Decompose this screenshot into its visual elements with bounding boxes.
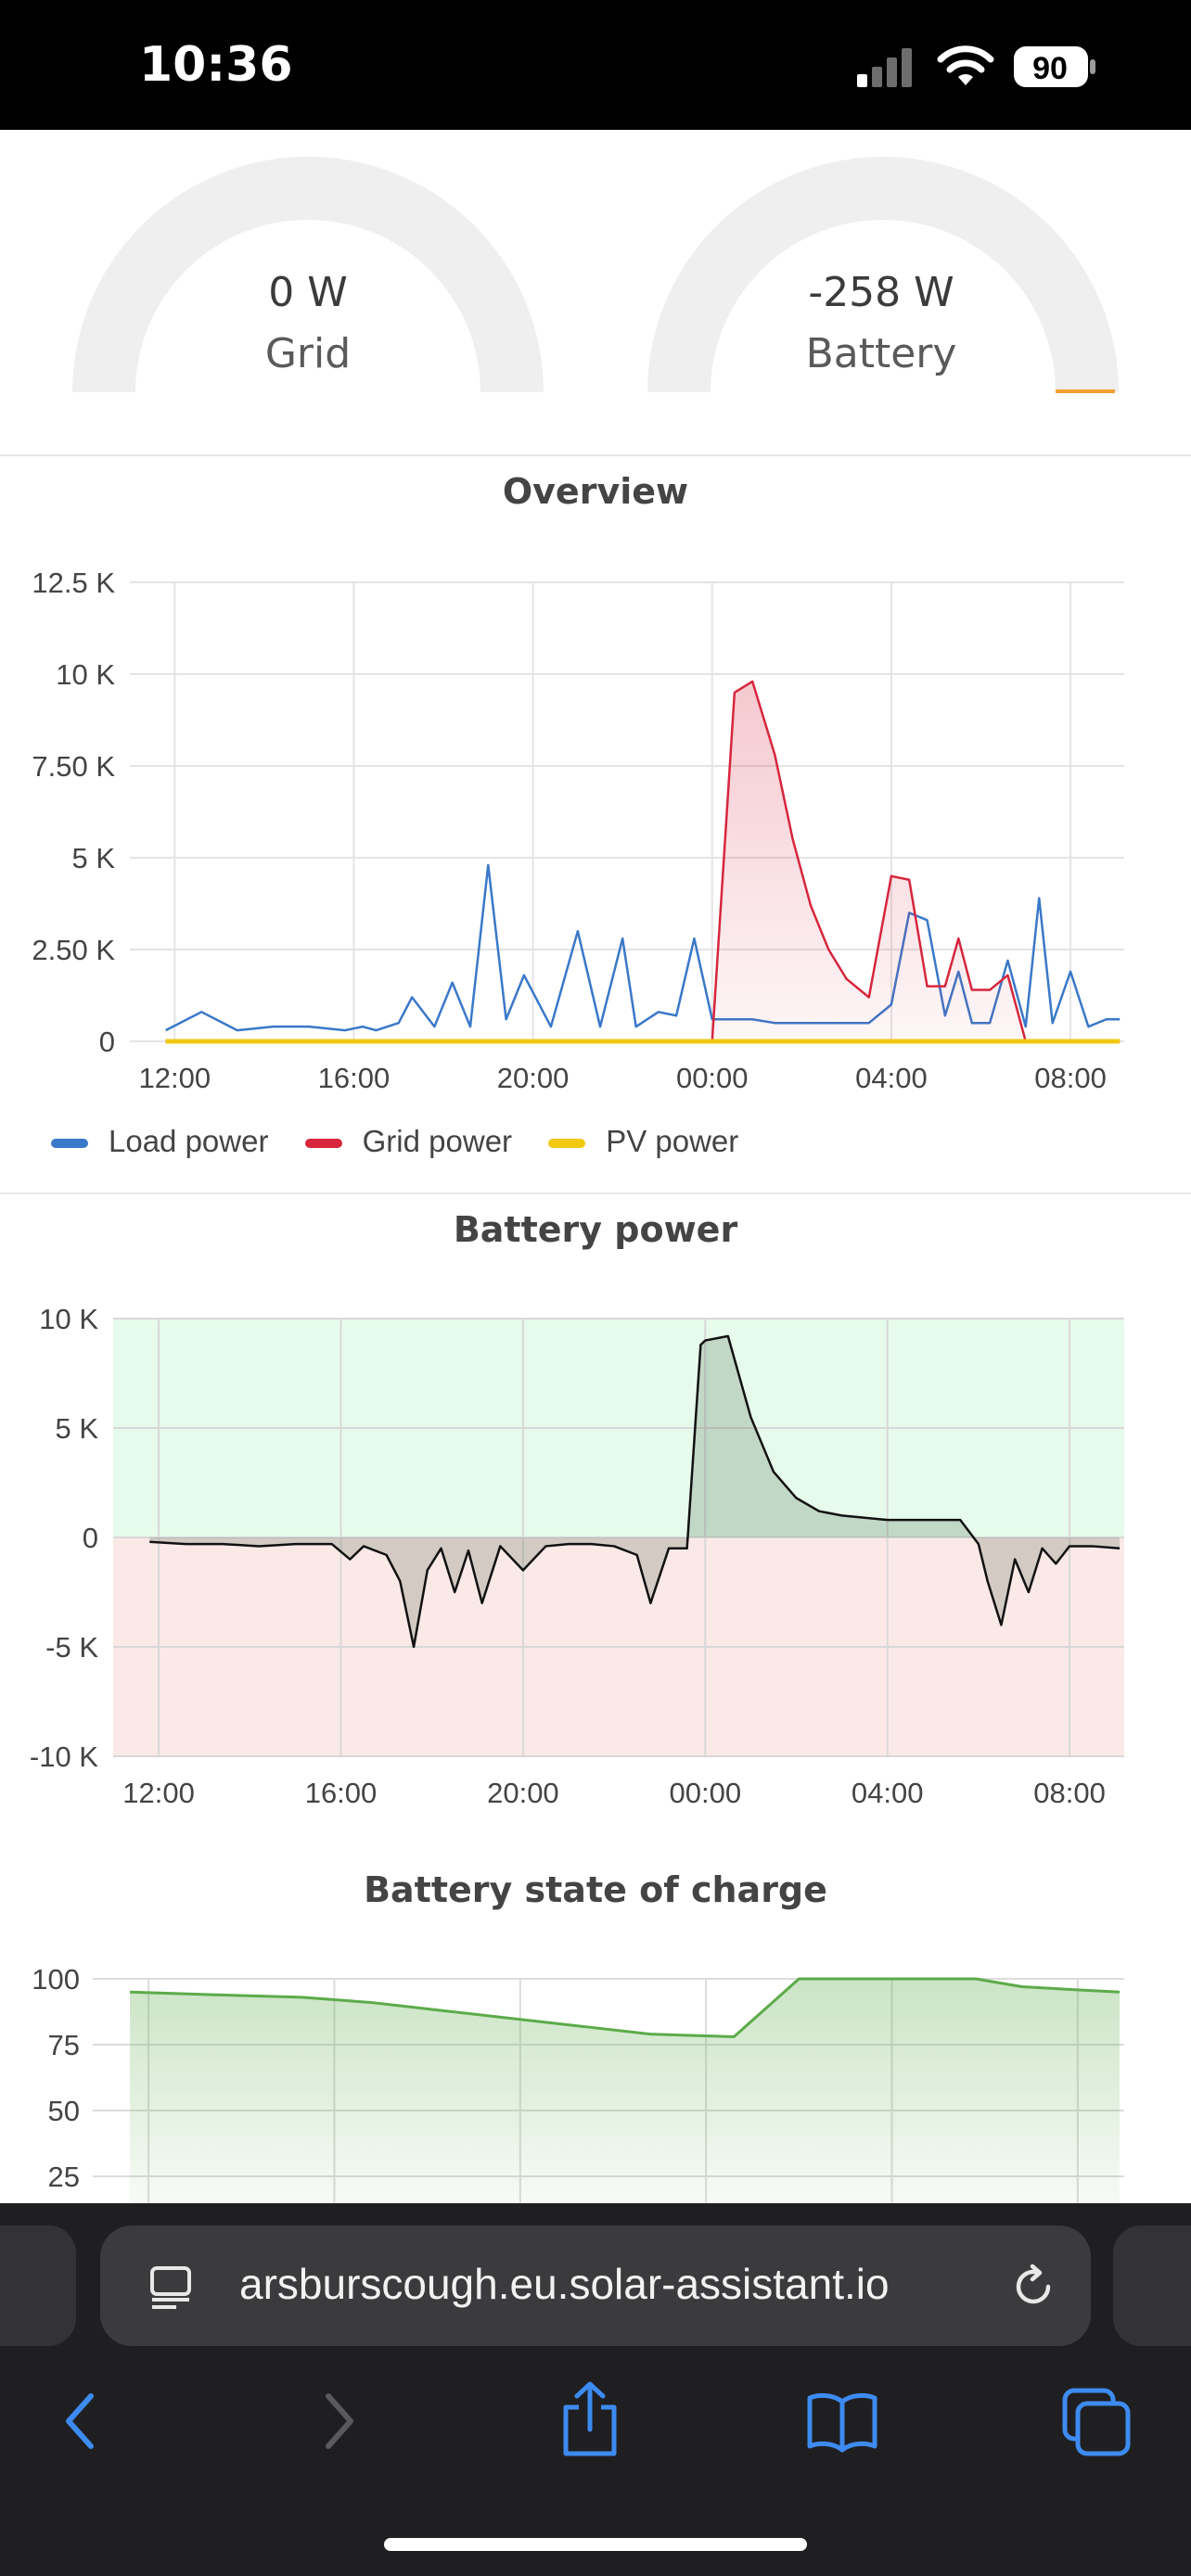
x-tick-label: 08:00 bbox=[1033, 1777, 1106, 1809]
battery-power-title: Battery power bbox=[453, 1209, 738, 1250]
battery-soc-chart: 100 75 50 25 bbox=[32, 1963, 1124, 2203]
battery-icon: 90 bbox=[1014, 46, 1095, 87]
y-tick-label: 25 bbox=[48, 2161, 80, 2193]
grid-power-line bbox=[165, 680, 1121, 1043]
x-tick-label: 08:00 bbox=[1034, 1062, 1107, 1094]
legend-swatch-pv bbox=[548, 1139, 586, 1149]
y-tick-label: 75 bbox=[48, 2029, 80, 2061]
battery-gauge-label: Battery bbox=[805, 330, 957, 377]
wifi-icon bbox=[937, 45, 994, 85]
divider bbox=[0, 1192, 1191, 1194]
gauges-area bbox=[72, 157, 1119, 393]
legend-swatch-load bbox=[51, 1139, 88, 1149]
battery-soc-title: Battery state of charge bbox=[364, 1869, 827, 1910]
divider bbox=[0, 454, 1191, 456]
x-tick-label: 12:00 bbox=[138, 1062, 211, 1094]
overview-chart: 0 2.50 K 5 K 7.50 K 10 K 12.5 K 12:00 16:00 20:0… bbox=[32, 567, 1124, 1094]
signal-icon bbox=[857, 48, 912, 87]
legend-swatch-grid bbox=[304, 1139, 342, 1149]
grid-power-area bbox=[165, 681, 1121, 1041]
reload-icon[interactable] bbox=[1009, 2263, 1057, 2311]
overview-legend: Load power Grid power PV power bbox=[51, 1124, 766, 1159]
y-tick-label: 10 K bbox=[56, 658, 115, 691]
legend-label: Load power bbox=[109, 1124, 269, 1158]
bookmarks-icon[interactable] bbox=[805, 2389, 879, 2454]
browser-bar: arsburscough.eu.solar-assistant.io bbox=[0, 2203, 1191, 2576]
soc-line bbox=[130, 1977, 1121, 2038]
y-tick-label: 5 K bbox=[55, 1412, 98, 1445]
y-tick-label: 50 bbox=[48, 2095, 80, 2127]
previous-tab-preview[interactable] bbox=[0, 2225, 76, 2346]
y-tick-label: 5 K bbox=[71, 842, 115, 874]
x-tick-label: 20:00 bbox=[497, 1062, 570, 1094]
x-tick-label: 20:00 bbox=[487, 1777, 559, 1809]
y-tick-label: 100 bbox=[32, 1963, 80, 1996]
battery-power-line bbox=[149, 1334, 1121, 1649]
legend-label: Grid power bbox=[362, 1124, 513, 1158]
y-tick-label: -5 K bbox=[45, 1631, 98, 1664]
tabs-icon[interactable] bbox=[1059, 2385, 1133, 2459]
y-tick-label: -10 K bbox=[30, 1741, 98, 1773]
legend-item-grid-power[interactable]: Grid power bbox=[304, 1124, 513, 1159]
y-tick-label: 0 bbox=[83, 1522, 98, 1554]
grid-gauge-track bbox=[72, 157, 544, 393]
legend-label: PV power bbox=[606, 1124, 739, 1158]
battery-gauge-track bbox=[647, 157, 1119, 393]
x-tick-label: 04:00 bbox=[852, 1777, 924, 1809]
status-bar: 10:36 90 bbox=[0, 0, 1191, 130]
battery-level: 90 bbox=[1032, 51, 1068, 86]
url-text[interactable]: arsburscough.eu.solar-assistant.io bbox=[239, 2260, 890, 2308]
x-tick-label: 16:00 bbox=[318, 1062, 391, 1094]
home-indicator bbox=[384, 2538, 807, 2551]
page-menu-icon[interactable] bbox=[148, 2264, 193, 2309]
address-bar[interactable]: arsburscough.eu.solar-assistant.io bbox=[100, 2225, 1091, 2346]
battery-gauge-value: -258 W bbox=[808, 269, 954, 316]
status-time: 10:36 bbox=[139, 37, 293, 93]
grid-gauge-value: 0 W bbox=[268, 269, 348, 316]
y-tick-label: 7.50 K bbox=[32, 750, 115, 783]
overview-title: Overview bbox=[502, 471, 689, 512]
grid-gauge-label: Grid bbox=[264, 330, 352, 377]
legend-item-load-power[interactable]: Load power bbox=[51, 1124, 268, 1159]
y-tick-label: 2.50 K bbox=[32, 934, 115, 966]
share-icon[interactable] bbox=[557, 2379, 623, 2459]
battery-power-chart: 10 K 5 K 0 -5 K -10 K 12:00 16:00 20:00 00:00 04:… bbox=[30, 1303, 1124, 1809]
x-tick-label: 16:00 bbox=[305, 1777, 378, 1809]
x-tick-label: 04:00 bbox=[855, 1062, 928, 1094]
x-tick-label: 00:00 bbox=[669, 1777, 741, 1809]
next-tab-preview[interactable] bbox=[1113, 2225, 1191, 2346]
y-tick-label: 12.5 K bbox=[32, 567, 115, 599]
legend-item-pv-power[interactable]: PV power bbox=[548, 1124, 738, 1159]
soc-area bbox=[130, 1979, 1120, 2203]
forward-icon[interactable] bbox=[315, 2389, 362, 2454]
x-tick-label: 12:00 bbox=[122, 1777, 195, 1809]
y-tick-label: 0 bbox=[99, 1026, 115, 1058]
x-tick-label: 00:00 bbox=[676, 1062, 749, 1094]
back-icon[interactable] bbox=[58, 2389, 104, 2454]
y-tick-label: 10 K bbox=[39, 1303, 98, 1335]
